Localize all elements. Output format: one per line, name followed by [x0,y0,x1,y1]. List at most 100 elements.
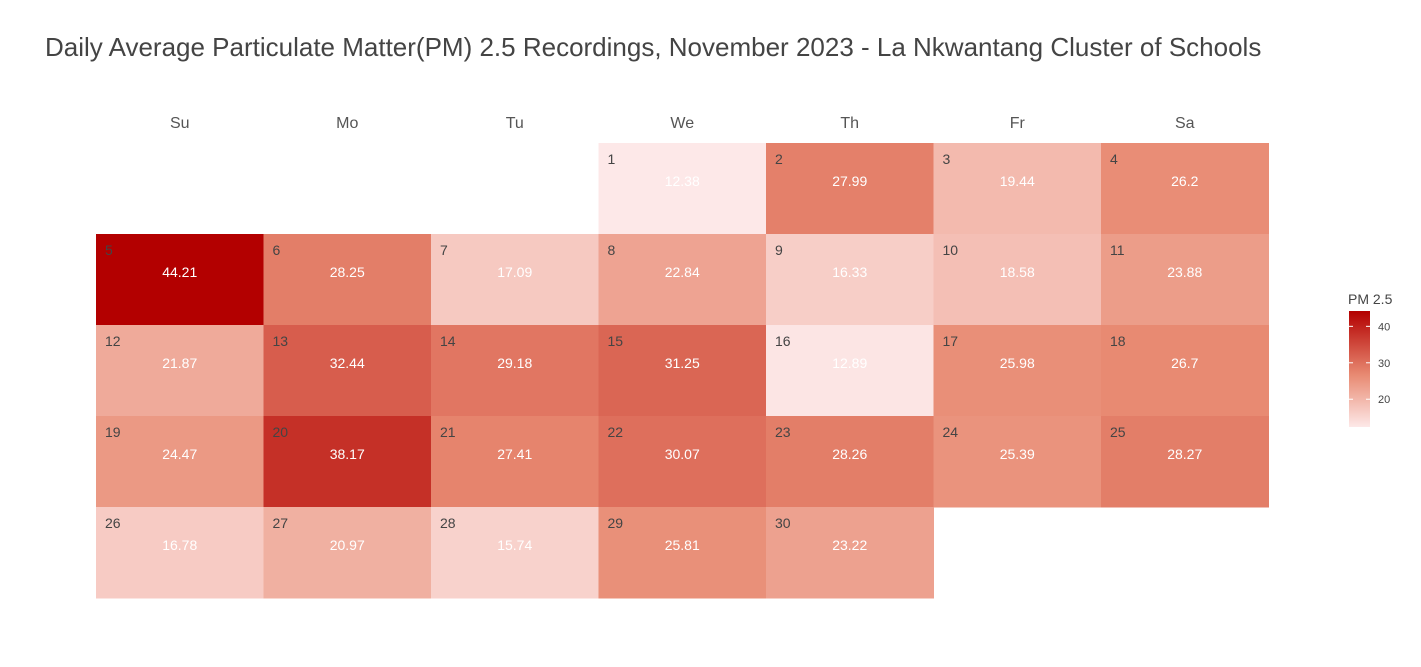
day-cell: 27 20.97 [263,507,432,599]
day-number: 28 [440,515,456,531]
day-cell: 15 31.25 [598,325,767,417]
chart-title: Daily Average Particulate Matter(PM) 2.5… [45,32,1262,62]
pm-value-label: 30.07 [665,446,700,462]
day-number: 10 [943,242,959,258]
cell-rect [96,416,264,508]
pm-value-label: 16.33 [832,264,867,280]
day-number: 16 [775,333,791,349]
cell-rect [96,507,264,599]
day-number: 21 [440,424,456,440]
pm-value-label: 32.44 [330,355,365,371]
day-number: 4 [1110,151,1118,167]
day-cell: 26 16.78 [96,507,264,599]
cell-rect [263,507,432,599]
day-cell: 19 24.47 [96,416,264,508]
day-cell: 426.2 [1101,143,1269,235]
cell-rect [263,416,432,508]
pm-value-label: 29.18 [497,355,532,371]
day-cell: 12 21.87 [96,325,264,417]
pm-value-label: 44.21 [162,264,197,280]
cell-rect [431,416,599,508]
cell-rect [766,143,934,235]
day-number: 1 [608,151,616,167]
calendar-cells: 112.38227.99319.44426.2544.21628.25717.0… [96,143,1269,599]
day-cell: 822.84 [598,234,767,326]
cell-rect [933,325,1102,417]
day-number: 25 [1110,424,1126,440]
day-cell: 544.21 [96,234,264,326]
pm-value-label: 15.74 [497,537,532,553]
day-number: 20 [273,424,289,440]
day-number: 12 [105,333,121,349]
legend-tick-label: 30 [1378,358,1390,370]
day-cell: 16 12.89 [766,325,934,417]
pm-value-label: 25.39 [1000,446,1035,462]
pm-value-label: 23.22 [832,537,867,553]
day-cell: 628.25 [263,234,432,326]
day-cell: 319.44 [933,143,1102,235]
day-number: 3 [943,151,951,167]
day-number: 14 [440,333,456,349]
day-number: 13 [273,333,289,349]
day-number: 26 [105,515,121,531]
day-cell: 112.38 [598,143,767,235]
cell-rect [766,325,934,417]
day-number: 8 [608,242,616,258]
pm-value-label: 23.88 [1167,264,1202,280]
day-number: 19 [105,424,121,440]
day-number: 23 [775,424,791,440]
day-cell: 22 30.07 [598,416,767,508]
cell-rect [431,325,599,417]
weekday-header: Su Mo Tu We Th Fr Sa [170,115,1195,132]
day-number: 18 [1110,333,1126,349]
cell-rect [1101,325,1269,417]
day-number: 2 [775,151,783,167]
pm-value-label: 20.97 [330,537,365,553]
cell-rect [598,234,767,326]
cell-rect [263,234,432,326]
day-number: 29 [608,515,624,531]
weekday-label: Sa [1175,115,1195,132]
day-number: 11 [1110,242,1125,258]
pm-value-label: 27.99 [832,173,867,189]
day-number: 22 [608,424,624,440]
day-number: 6 [273,242,281,258]
cell-rect [598,143,767,235]
pm-value-label: 12.89 [832,355,867,371]
day-cell: 25 28.27 [1101,416,1269,508]
day-number: 24 [943,424,959,440]
pm-value-label: 22.84 [665,264,700,280]
cell-rect [598,325,767,417]
cell-rect [96,325,264,417]
legend-tick-label: 20 [1378,394,1390,406]
pm-value-label: 25.98 [1000,355,1035,371]
day-cell: 24 25.39 [933,416,1102,508]
cell-rect [933,143,1102,235]
day-number: 5 [105,242,113,258]
day-cell: 30 23.22 [766,507,934,599]
day-number: 7 [440,242,448,258]
weekday-label: Mo [336,115,358,132]
day-cell: 20 38.17 [263,416,432,508]
day-number: 30 [775,515,791,531]
day-cell: 17 25.98 [933,325,1102,417]
pm-value-label: 24.47 [162,446,197,462]
pm-value-label: 16.78 [162,537,197,553]
day-number: 27 [273,515,289,531]
day-cell: 916.33 [766,234,934,326]
day-cell: 10 18.58 [933,234,1102,326]
legend-colorbar [1349,311,1370,427]
pm-value-label: 27.41 [497,446,532,462]
cell-rect [933,416,1102,508]
cell-rect [933,234,1102,326]
day-cell: 28 15.74 [431,507,599,599]
day-cell: 14 29.18 [431,325,599,417]
legend-title: PM 2.5 [1348,291,1393,307]
day-cell: 11 23.88 [1101,234,1269,326]
pm-value-label: 21.87 [162,355,197,371]
cell-rect [431,234,599,326]
cell-rect [766,416,934,508]
pm-value-label: 26.7 [1171,355,1198,371]
cell-rect [1101,234,1269,326]
